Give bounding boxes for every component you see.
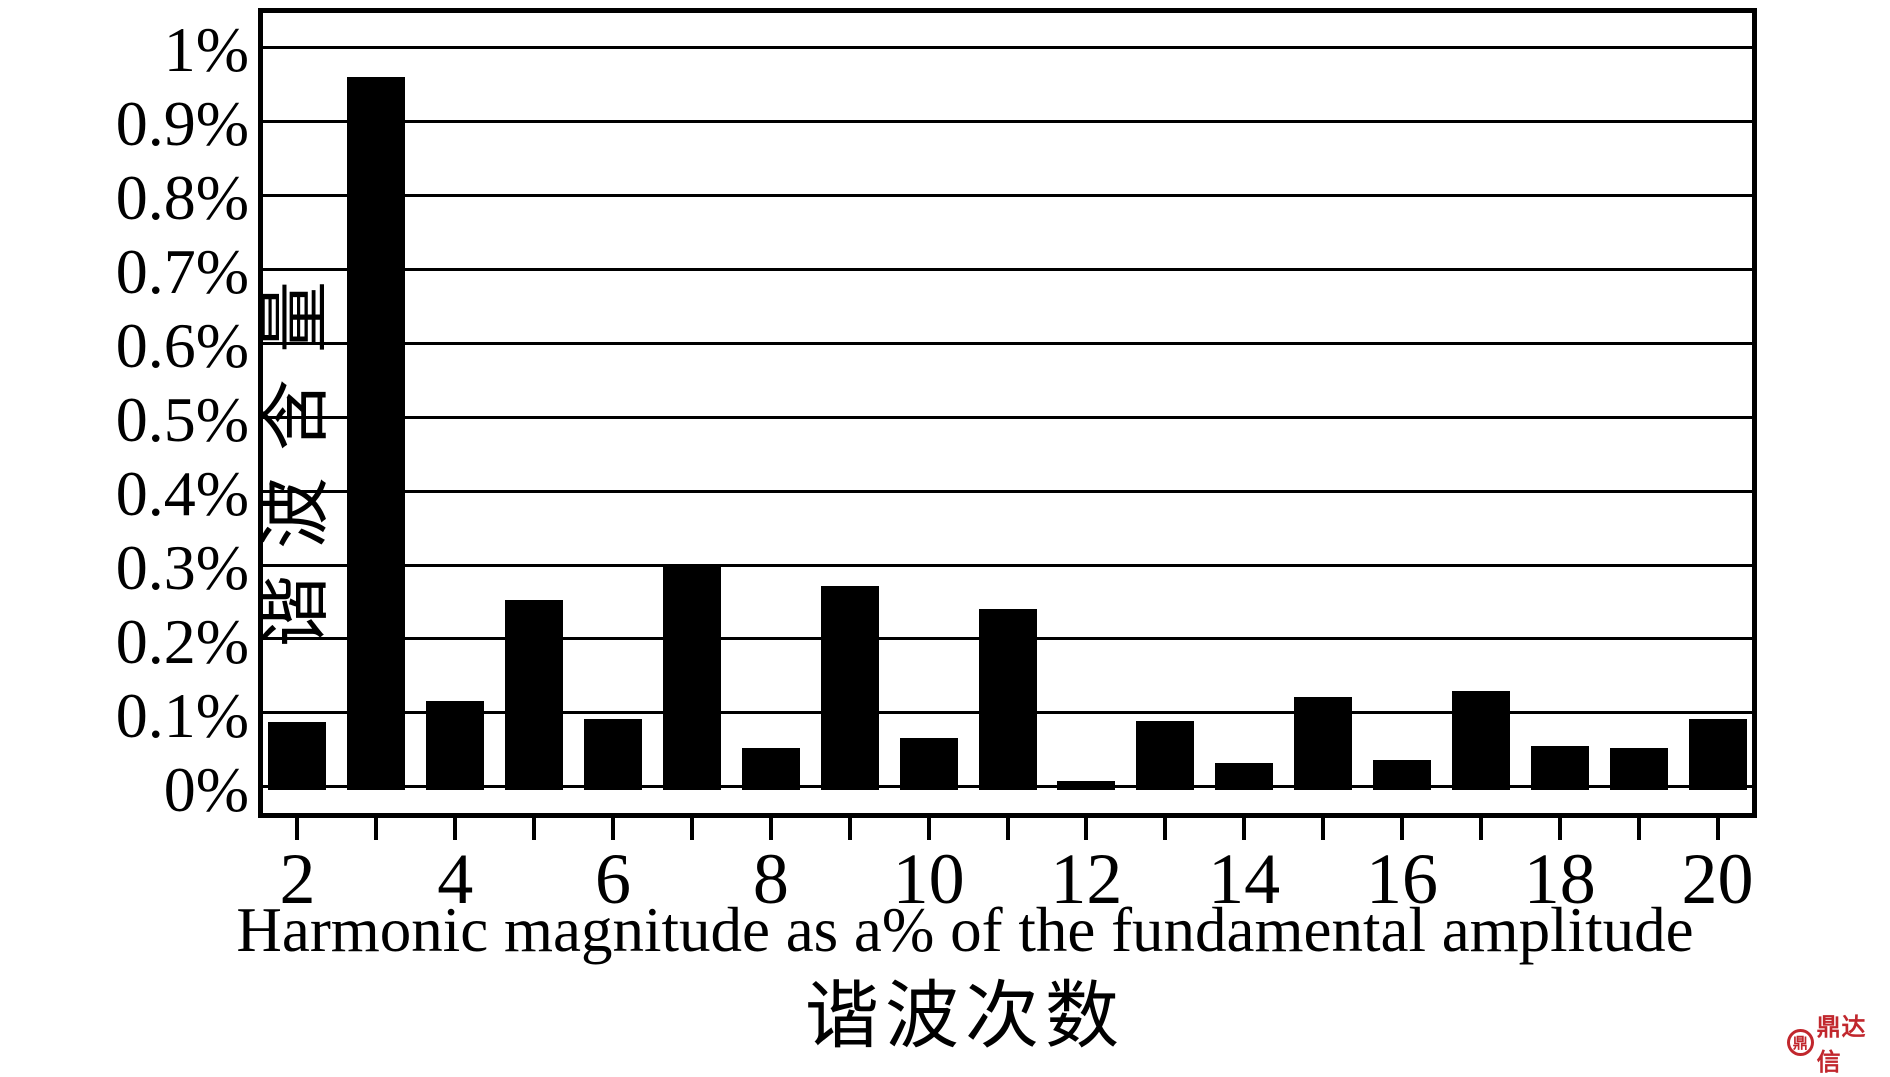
ding-vessel-icon: 鼎 xyxy=(1787,1028,1814,1056)
x-tick xyxy=(1163,818,1168,840)
y-tick-label: 0.2% xyxy=(115,605,249,677)
x-tick-label: 18 xyxy=(1523,839,1596,919)
x-tick xyxy=(295,818,300,840)
x-tick xyxy=(1715,818,1720,840)
x-tick xyxy=(1321,818,1326,840)
plot-area: 2 4 6 8 10 12 14 16 18 20 谐波含量 xyxy=(256,8,1757,919)
x-tick xyxy=(1242,818,1247,840)
y-tick-label: 0.1% xyxy=(115,679,249,751)
bar-harmonic-10 xyxy=(899,738,958,790)
gridline xyxy=(258,415,1757,419)
y-tick-label: 0.5% xyxy=(115,384,249,456)
x-tick-label: 14 xyxy=(1208,839,1281,919)
y-tick-label: 0% xyxy=(163,753,249,825)
y-tick-label: 0.3% xyxy=(115,532,249,603)
bar-harmonic-5 xyxy=(505,599,564,790)
gridline xyxy=(258,489,1757,493)
bar-harmonic-3 xyxy=(347,76,406,790)
x-tick-label: 20 xyxy=(1681,839,1754,919)
x-tick-label: 4 xyxy=(437,839,474,919)
bar-harmonic-9 xyxy=(820,585,879,790)
bar-harmonic-20 xyxy=(1688,718,1747,790)
x-tick xyxy=(611,818,616,840)
x-tick-label: 10 xyxy=(892,839,965,919)
bar-harmonic-2 xyxy=(268,721,327,790)
x-tick-label: 2 xyxy=(279,839,316,919)
y-tick-label: 0.6% xyxy=(115,310,249,382)
gridline xyxy=(258,193,1757,197)
x-tick xyxy=(847,818,852,840)
gridline xyxy=(258,45,1757,49)
bar-harmonic-7 xyxy=(662,565,721,790)
x-tick xyxy=(1084,818,1089,840)
bar-harmonic-16 xyxy=(1372,759,1431,790)
x-tick xyxy=(453,818,458,840)
y-tick-label: 0.8% xyxy=(115,162,249,234)
gridline xyxy=(258,563,1757,567)
watermark-text: 鼎达信 xyxy=(1816,1014,1867,1076)
bar-harmonic-19 xyxy=(1609,747,1668,790)
bar-harmonic-15 xyxy=(1294,696,1353,790)
x-axis-title-en: Harmonic magnitude as a% of the fundamen… xyxy=(236,895,1694,965)
y-tick-label: 0.9% xyxy=(115,88,249,160)
x-tick-label: 16 xyxy=(1365,839,1438,919)
bar-harmonic-17 xyxy=(1451,690,1510,790)
gridline xyxy=(258,341,1757,345)
x-tick-label: 6 xyxy=(595,839,632,919)
watermark-logo: 鼎 鼎达信 xyxy=(1787,1014,1890,1076)
y-tick-label: 0.7% xyxy=(115,236,249,308)
x-axis-title-cn: 谐波次数 xyxy=(805,976,1125,1058)
plot-frame xyxy=(258,8,1757,818)
y-axis-title: 谐波含量 xyxy=(256,255,336,648)
x-tick xyxy=(1636,818,1641,840)
x-tick xyxy=(768,818,773,840)
x-tick xyxy=(926,818,931,840)
x-tick-label: 12 xyxy=(1050,839,1123,919)
bar-harmonic-11 xyxy=(978,609,1037,790)
y-tick-label: 1% xyxy=(163,14,249,86)
bar-harmonic-4 xyxy=(426,701,485,790)
x-tick xyxy=(1557,818,1562,840)
x-tick xyxy=(532,818,537,840)
y-tick-label: 0.4% xyxy=(115,458,249,530)
bar-harmonic-12 xyxy=(1057,781,1116,790)
gridline xyxy=(258,267,1757,271)
bar-harmonic-8 xyxy=(741,747,800,790)
bar-harmonic-13 xyxy=(1136,721,1195,790)
x-tick xyxy=(1399,818,1404,840)
x-tick xyxy=(1005,818,1010,840)
x-tick xyxy=(689,818,694,840)
bar-harmonic-14 xyxy=(1215,762,1274,790)
x-tick xyxy=(1478,818,1483,840)
x-tick xyxy=(374,818,379,840)
bar-harmonic-6 xyxy=(584,718,643,790)
x-tick-label: 8 xyxy=(752,839,789,919)
gridline xyxy=(258,119,1757,123)
bar-harmonic-18 xyxy=(1530,745,1589,790)
